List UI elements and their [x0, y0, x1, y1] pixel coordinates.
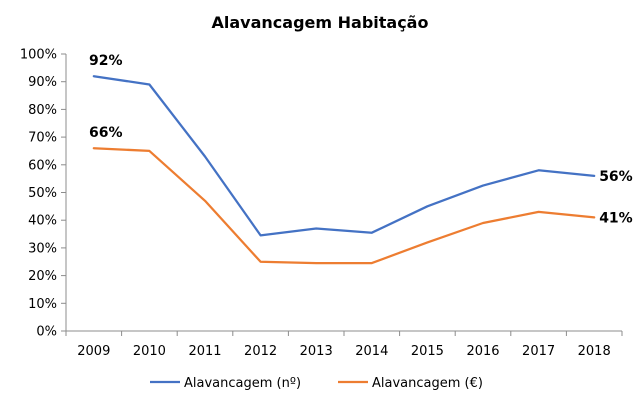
x-tick-label: 2010	[133, 344, 166, 359]
x-tick-label: 2012	[244, 344, 277, 359]
series-layer	[92, 75, 596, 265]
chart-title: Alavancagem Habitação	[212, 13, 429, 32]
data-label: 66%	[89, 125, 123, 141]
y-tick-label: 10%	[28, 297, 57, 312]
y-tick-label: 90%	[28, 75, 57, 90]
x-tick-label: 2017	[522, 344, 555, 359]
axes: 0% 10% 20% 30% 40% 50% 60% 70% 80% 90% 100% 2009 201…	[20, 48, 623, 359]
x-tick-label: 2015	[411, 344, 444, 359]
y-tick-label: 60%	[28, 158, 57, 173]
x-tick-label: 2013	[300, 344, 333, 359]
data-label: 41%	[599, 210, 633, 226]
y-tick-label: 20%	[28, 269, 57, 284]
legend-label: Alavancagem (€)	[372, 376, 483, 391]
legend-label: Alavancagem (nº)	[184, 376, 301, 391]
x-tick-label: 2016	[466, 344, 499, 359]
y-tick-label: 70%	[28, 131, 57, 146]
y-tick-label: 40%	[28, 214, 57, 229]
y-tick-label: 50%	[28, 186, 57, 201]
y-tick-label: 0%	[36, 325, 57, 340]
legend: Alavancagem (nº) Alavancagem (€)	[150, 376, 483, 391]
series-line-1	[92, 75, 596, 237]
x-tick-label: 2014	[355, 344, 388, 359]
series-line-2	[92, 147, 596, 265]
y-tick-label: 30%	[28, 241, 57, 256]
y-tick-label: 80%	[28, 103, 57, 118]
x-tick-label: 2009	[77, 344, 110, 359]
x-tick-label: 2018	[578, 344, 611, 359]
x-tick-label: 2011	[188, 344, 221, 359]
y-tick-label: 100%	[20, 48, 57, 63]
data-label: 56%	[599, 169, 633, 185]
data-labels: 92% 56% 66% 41%	[89, 53, 633, 226]
data-label: 92%	[89, 53, 123, 69]
